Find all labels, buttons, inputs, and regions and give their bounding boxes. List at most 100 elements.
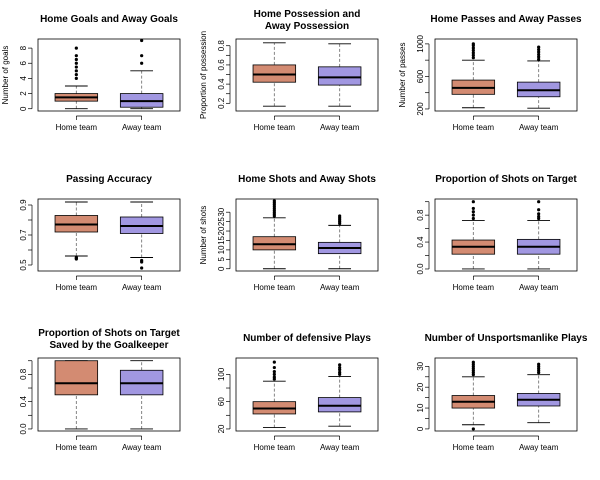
chart-6-away-outlier-5 [537, 200, 541, 204]
chart-2-y-tick-label-3: 0.4 [217, 78, 226, 90]
chart-3-home-outlier-1 [471, 56, 475, 60]
chart-5-plot-frame [235, 198, 379, 272]
chart-3-y-tick-label-3: 600 [416, 69, 425, 83]
chart-9-y-tick-label-3: 10 [416, 403, 425, 412]
chart-3-away-outlier-4 [537, 50, 541, 54]
chart-8-y-tick-label-5: 100 [217, 367, 226, 381]
chart-3-away-outlier-5 [537, 47, 541, 52]
chart-3-home-outlier-2 [471, 53, 475, 57]
chart-8-title: Number of defensive Plays [243, 333, 371, 344]
chart-3-away-outlier-1 [537, 57, 541, 61]
chart-1-home-outlier-8 [74, 46, 78, 50]
chart-1-y-tick-label-3: 4 [19, 76, 28, 81]
chart-3-home-outlier-5 [471, 46, 475, 50]
chart-6-home-outlier-2 [471, 213, 475, 217]
chart-7-y-tick-label-5: 0.8 [19, 368, 28, 380]
chart-4-away-outlier-3 [140, 258, 144, 263]
chart-5-y-tick-label-4: 15 [217, 235, 226, 244]
chart-3-y-tick-label-5: 1000 [416, 34, 425, 52]
chart-9-home-outlier-8 [471, 360, 475, 364]
chart-2-y-axis-title: Proportion of possession [199, 31, 208, 119]
chart-3-title: Home Passes and Away Passes [430, 14, 582, 25]
chart-7-plot-frame [37, 357, 181, 432]
chart-8-home-outlier-2 [272, 375, 276, 379]
chart-4-away-outlier-1 [140, 266, 144, 270]
chart-7-x-tick-label-1: Home team [56, 443, 98, 452]
chart-3-away-outlier-6 [537, 45, 541, 49]
chart-6-home-outlier-1 [471, 216, 475, 221]
chart-7-title-line-2: Saved by the Goalkeeper [50, 340, 169, 351]
chart-1-y-tick-label-4: 6 [19, 60, 28, 65]
chart-6-title: Proportion of Shots on Target [435, 174, 577, 185]
chart-4-plot-frame [37, 198, 181, 272]
chart-1-home-outlier-5 [74, 61, 78, 65]
chart-9-home-outlier-1 [471, 427, 475, 431]
chart-5-x-tick-label-2: Away team [320, 283, 360, 292]
chart-5-y-tick-label-5: 20 [217, 226, 226, 235]
chart-7-home-box [54, 360, 99, 396]
chart-9-x-tick-label-2: Away team [519, 443, 559, 452]
chart-4-y-tick-label-1: 0.5 [19, 259, 28, 271]
chart-5-away-outlier-5 [338, 214, 342, 218]
chart-8-away-outlier-4 [338, 365, 342, 370]
chart-6-x-tick-label-2: Away team [519, 283, 559, 292]
chart-3-away-outlier-2 [537, 55, 541, 59]
chart-2-y-tick-label-7: 0.8 [217, 40, 226, 52]
chart-1-home-outlier-1 [74, 76, 78, 81]
chart-2-x-tick-label-2: Away team [320, 123, 360, 132]
chart-1-y-tick-label-5: 8 [19, 45, 28, 50]
chart-3-plot-frame [434, 38, 578, 112]
chart-6-home-outlier-3 [471, 210, 475, 214]
chart-2-x-tick-label-1: Home team [254, 123, 296, 132]
chart-5-y-tick-label-3: 10 [217, 245, 226, 254]
chart-5-y-tick-label-2: 5 [217, 257, 226, 262]
chart-8-y-tick-label-3: 60 [217, 397, 226, 406]
chart-1-away-outlier-1 [140, 61, 144, 65]
chart-1-x-tick-label-2: Away team [122, 123, 162, 132]
chart-1-home-outlier-6 [74, 57, 78, 62]
chart-1-title: Home Goals and Away Goals [40, 14, 178, 25]
chart-8-x-tick-label-1: Home team [254, 443, 296, 452]
chart-5-x-tick-label-1: Home team [254, 283, 296, 292]
chart-4-title: Passing Accuracy [66, 174, 152, 185]
chart-3-x-tick-label-2: Away team [519, 123, 559, 132]
chart-8-home-outlier-3 [272, 372, 276, 376]
chart-1-y-axis-title: Number of goals [1, 46, 10, 105]
chart-9-title: Number of Unsportsmanlike Plays [425, 333, 588, 344]
chart-2-y-tick-label-5: 0.6 [217, 59, 226, 71]
chart-6-away-outlier-2 [537, 214, 541, 219]
chart-1-home-outlier-2 [74, 73, 78, 77]
chart-2-title-line-1: Home Possession and [254, 9, 361, 20]
chart-4-x-tick-label-1: Home team [56, 283, 98, 292]
chart-5-y-tick-label-6: 25 [217, 217, 226, 226]
chart-8-plot-frame [235, 357, 379, 432]
chart-6-away-outlier-3 [537, 212, 541, 216]
chart-8-home-outlier-6 [272, 360, 276, 364]
chart-1-plot-frame [37, 38, 181, 112]
chart-3-home-outlier-4 [471, 48, 475, 52]
chart-8-away-outlier-2 [338, 370, 342, 374]
chart-3-home-outlier-3 [471, 51, 475, 55]
chart-6-y-tick-label-1: 0.0 [416, 263, 425, 275]
chart-1-away-outlier-2 [140, 54, 144, 58]
chart-8-home-outlier-5 [272, 365, 276, 370]
chart-3-away-outlier-3 [537, 52, 541, 57]
chart-1-home-outlier-4 [74, 65, 78, 69]
chart-2-title-line-2: Away Possession [265, 21, 349, 32]
chart-3-y-tick-label-1: 200 [416, 102, 425, 116]
chart-5-y-tick-label-7: 30 [217, 207, 226, 216]
chart-5-y-axis-title: Number of shots [199, 206, 208, 265]
chart-1-y-tick-label-1: 0 [19, 106, 28, 111]
chart-7-y-tick-label-1: 0.0 [19, 423, 28, 435]
chart-8-y-tick-label-1: 20 [217, 424, 226, 433]
chart-4-x-tick-label-2: Away team [122, 283, 162, 292]
chart-8-away-box [317, 397, 362, 413]
chart-9-y-tick-label-1: 0 [416, 426, 425, 431]
chart-5-y-tick-label-1: 0 [217, 266, 226, 271]
chart-9-x-tick-label-1: Home team [453, 443, 495, 452]
chart-6-plot-frame [434, 198, 578, 272]
chart-2-plot-frame [235, 38, 379, 112]
chart-7-title-line-1: Proportion of Shots on Target [38, 328, 180, 339]
